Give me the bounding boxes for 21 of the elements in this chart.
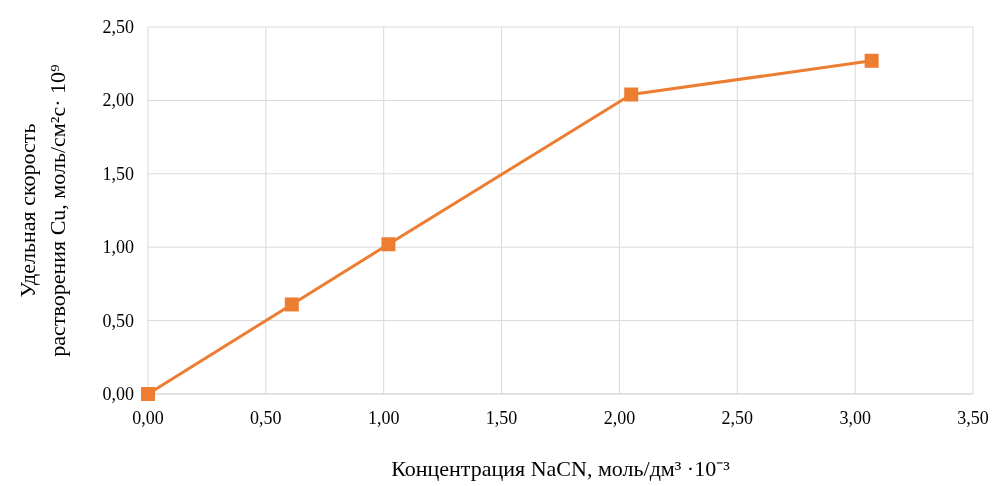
x-tick-label: 2,50 (721, 408, 754, 428)
point (624, 87, 639, 102)
x-tick-label: 0,50 (250, 408, 282, 428)
y-tick-label: 2,50 (102, 17, 134, 37)
x-tick-label: 3,50 (957, 408, 989, 428)
y-axis-title: Удельная скорость растворения Cu, моль/см²с· 10⁹ (15, 64, 70, 357)
x-axis-title: Концентрация NaCN, моль/дм³ ·10⁻³ (391, 456, 731, 481)
x-tick-label: 0,00 (132, 408, 164, 428)
point (141, 387, 155, 401)
point (284, 297, 299, 312)
x-tick-label: 1,00 (367, 408, 400, 428)
point (381, 237, 396, 252)
y-tick-label: 2,00 (102, 90, 134, 111)
x-tick-label: 2,00 (603, 408, 636, 428)
point (864, 53, 879, 68)
y-tick-label: 1,50 (102, 163, 134, 184)
x-tick-label: 3,00 (839, 408, 871, 428)
y-tick-label: 1,00 (102, 237, 134, 258)
y-tick-label: 0,50 (102, 310, 134, 331)
y-tick-label: 0,00 (102, 384, 134, 404)
x-tick-label: 1,50 (485, 408, 518, 428)
